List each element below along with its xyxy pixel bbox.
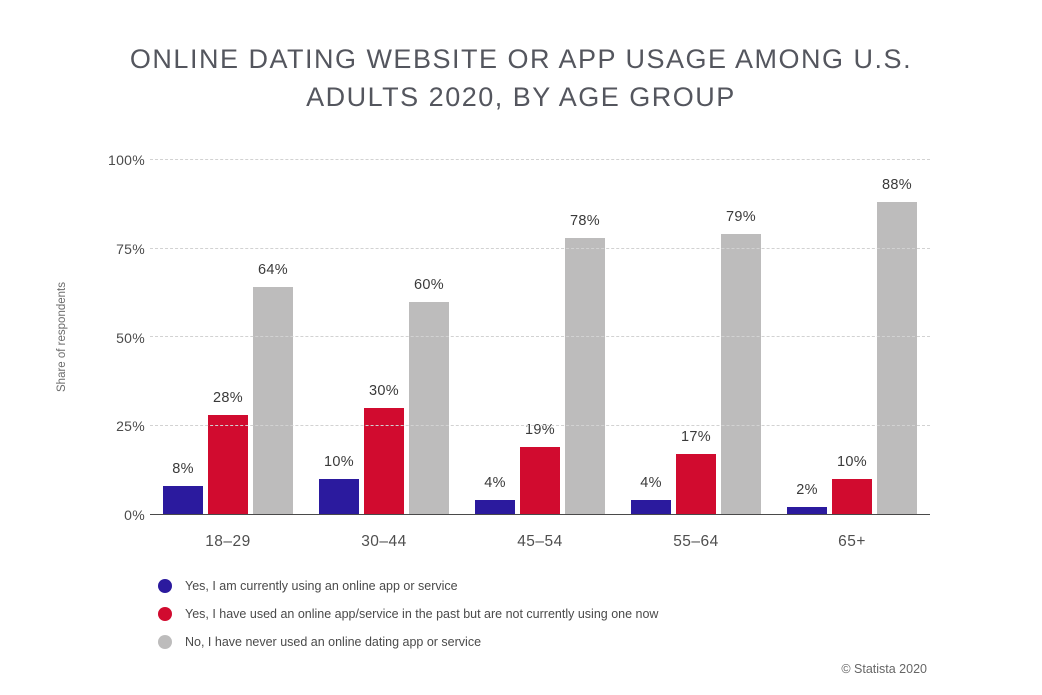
legend-item: Yes, I have used an online app/service i… bbox=[158, 602, 658, 625]
bar: 4% bbox=[631, 475, 671, 514]
bar-value-label: 60% bbox=[414, 276, 444, 293]
gridline bbox=[150, 336, 930, 337]
y-tick-label: 75% bbox=[116, 240, 145, 257]
bar-group: 2% 10% 88% 65+ bbox=[774, 160, 930, 550]
y-tick-label: 100% bbox=[107, 152, 145, 168]
bar-value-label: 64% bbox=[258, 262, 288, 279]
x-axis-label: 18–29 bbox=[205, 533, 251, 550]
bar-value-label: 2% bbox=[796, 481, 818, 498]
bar: 8% bbox=[163, 461, 203, 514]
legend-label: No, I have never used an online dating a… bbox=[185, 634, 482, 649]
bar-value-label: 4% bbox=[640, 474, 662, 491]
bar-value-label: 8% bbox=[172, 460, 194, 477]
legend-item: Yes, I am currently using an online app … bbox=[158, 574, 658, 597]
gridline bbox=[150, 424, 930, 426]
bar-value-label: 17% bbox=[681, 428, 711, 445]
x-axis-label: 65+ bbox=[838, 533, 866, 550]
bar-groups: 8% 28% 64% 18–29 10% 30% 60% 30–44 4% 19% 78% 45–54… bbox=[150, 160, 930, 550]
bar-value-label: 10% bbox=[837, 453, 867, 470]
bar: 4% bbox=[475, 475, 515, 514]
bar-group: 10% 30% 60% 30–44 bbox=[306, 160, 462, 550]
legend-marker-circle bbox=[158, 634, 172, 649]
legend-marker-circle bbox=[158, 606, 172, 621]
plot-area: 8% 28% 64% 18–29 10% 30% 60% 30–44 4% 19% 78% 45–54… bbox=[150, 159, 930, 550]
x-axis-label: 30–44 bbox=[361, 533, 407, 550]
bar: 79% bbox=[721, 209, 761, 514]
gridline bbox=[150, 247, 930, 249]
bar: 2% bbox=[787, 482, 827, 514]
legend-label: Yes, I have used an online app/service i… bbox=[185, 606, 659, 621]
bar-group: 8% 28% 64% 18–29 bbox=[150, 160, 306, 550]
bar: 17% bbox=[676, 429, 716, 514]
bar-value-label: 88% bbox=[882, 177, 912, 194]
bar: 10% bbox=[832, 454, 872, 514]
bar: 88% bbox=[877, 177, 917, 514]
bar-value-label: 4% bbox=[484, 474, 506, 491]
y-axis-tick-labels: 0% 25% 50% 75% 100% bbox=[60, 152, 145, 523]
legend-marker-circle bbox=[158, 578, 172, 593]
bar: 28% bbox=[208, 390, 248, 514]
y-tick-label: 0% bbox=[124, 507, 145, 523]
bar-group: 4% 19% 78% 45–54 bbox=[462, 160, 618, 550]
bar-value-label: 79% bbox=[726, 209, 756, 226]
gridline bbox=[150, 159, 930, 160]
bar: 78% bbox=[565, 213, 605, 514]
legend: Yes, I am currently using an online app … bbox=[158, 574, 658, 658]
bar-value-label: 78% bbox=[570, 212, 600, 229]
x-axis-label: 55–64 bbox=[673, 533, 719, 550]
bar-value-label: 28% bbox=[213, 389, 243, 406]
chart-title: ONLINE DATING WEBSITE OR APP USAGE AMONG… bbox=[129, 44, 913, 112]
bar: 64% bbox=[253, 262, 293, 514]
copyright-text: © Statista 2020 bbox=[841, 662, 927, 676]
bar-value-label: 30% bbox=[369, 382, 399, 399]
bar-group: 4% 17% 79% 55–64 bbox=[618, 160, 774, 550]
bar-value-label: 19% bbox=[525, 421, 555, 438]
bar: 19% bbox=[520, 422, 560, 514]
x-axis-label: 45–54 bbox=[517, 533, 563, 550]
bar: 10% bbox=[319, 454, 359, 514]
bar: 60% bbox=[409, 277, 449, 514]
bar-value-label: 10% bbox=[324, 453, 354, 470]
y-tick-label: 50% bbox=[116, 329, 145, 346]
legend-label: Yes, I am currently using an online app … bbox=[185, 578, 458, 593]
bar: 30% bbox=[364, 383, 404, 514]
legend-item: No, I have never used an online dating a… bbox=[158, 630, 658, 653]
y-tick-label: 25% bbox=[116, 418, 145, 435]
